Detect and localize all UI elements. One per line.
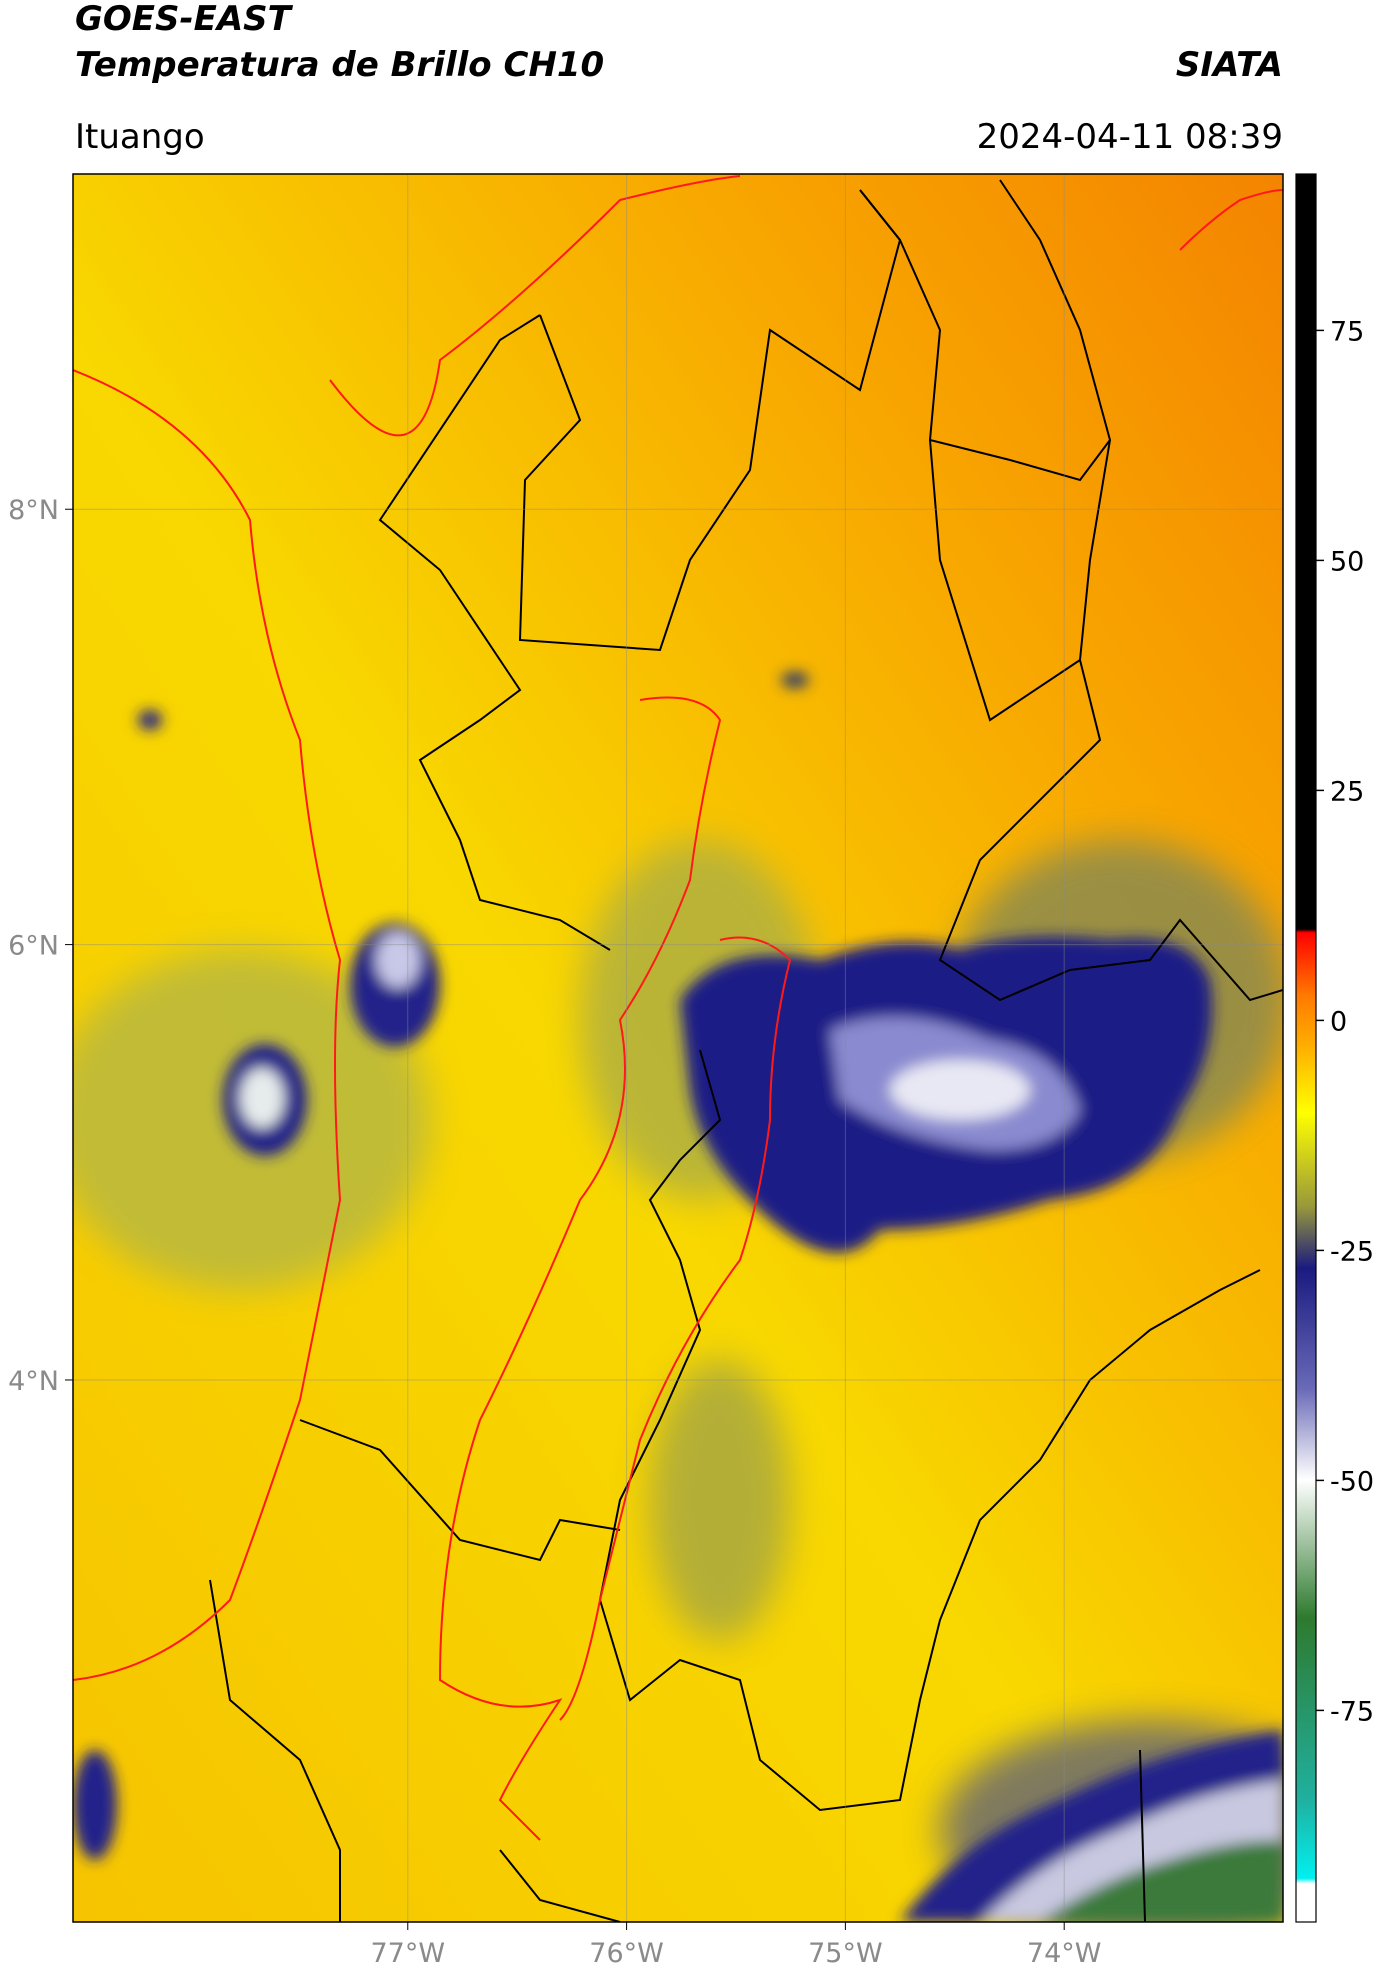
- colorbar-tick-label: -25: [1330, 1236, 1374, 1267]
- colorbar-tick-label: -50: [1330, 1466, 1374, 1497]
- lon-tick-label: 75°W: [808, 1938, 883, 1969]
- lon-tick-label: 76°W: [589, 1938, 664, 1969]
- lat-tick-label: 6°N: [8, 931, 59, 962]
- lat-tick-label: 8°N: [8, 495, 59, 526]
- grid-layer: [65, 174, 1283, 1930]
- region: Ituango: [75, 117, 205, 157]
- map-image: [73, 174, 1283, 1922]
- product-title: Temperatura de Brillo CH10: [75, 45, 604, 85]
- lon-tick-label: 74°W: [1027, 1938, 1102, 1969]
- agency: SIATA: [1176, 45, 1283, 85]
- map-frame: [72, 173, 1284, 1923]
- colorbar-tick-label: -75: [1330, 1696, 1374, 1727]
- colorbar-tick-label: 75: [1330, 316, 1364, 347]
- lon-tick-label: 77°W: [370, 1938, 445, 1969]
- lat-tick-label: 4°N: [8, 1366, 59, 1397]
- datetime: 2024-04-11 08:39: [977, 117, 1283, 157]
- colorbar-tick-label: 25: [1330, 776, 1364, 807]
- label-layer: 77°W 76°W 75°W 74°W 8°N 6°N 4°N 75 50 25 0 -25 -50 -7…: [8, 316, 1374, 1969]
- colorbar-tick-label: 50: [1330, 546, 1364, 577]
- colorbar: [1295, 173, 1317, 1923]
- satellite-title: GOES-EAST: [75, 0, 294, 39]
- colorbar-tick-label: 0: [1330, 1006, 1347, 1037]
